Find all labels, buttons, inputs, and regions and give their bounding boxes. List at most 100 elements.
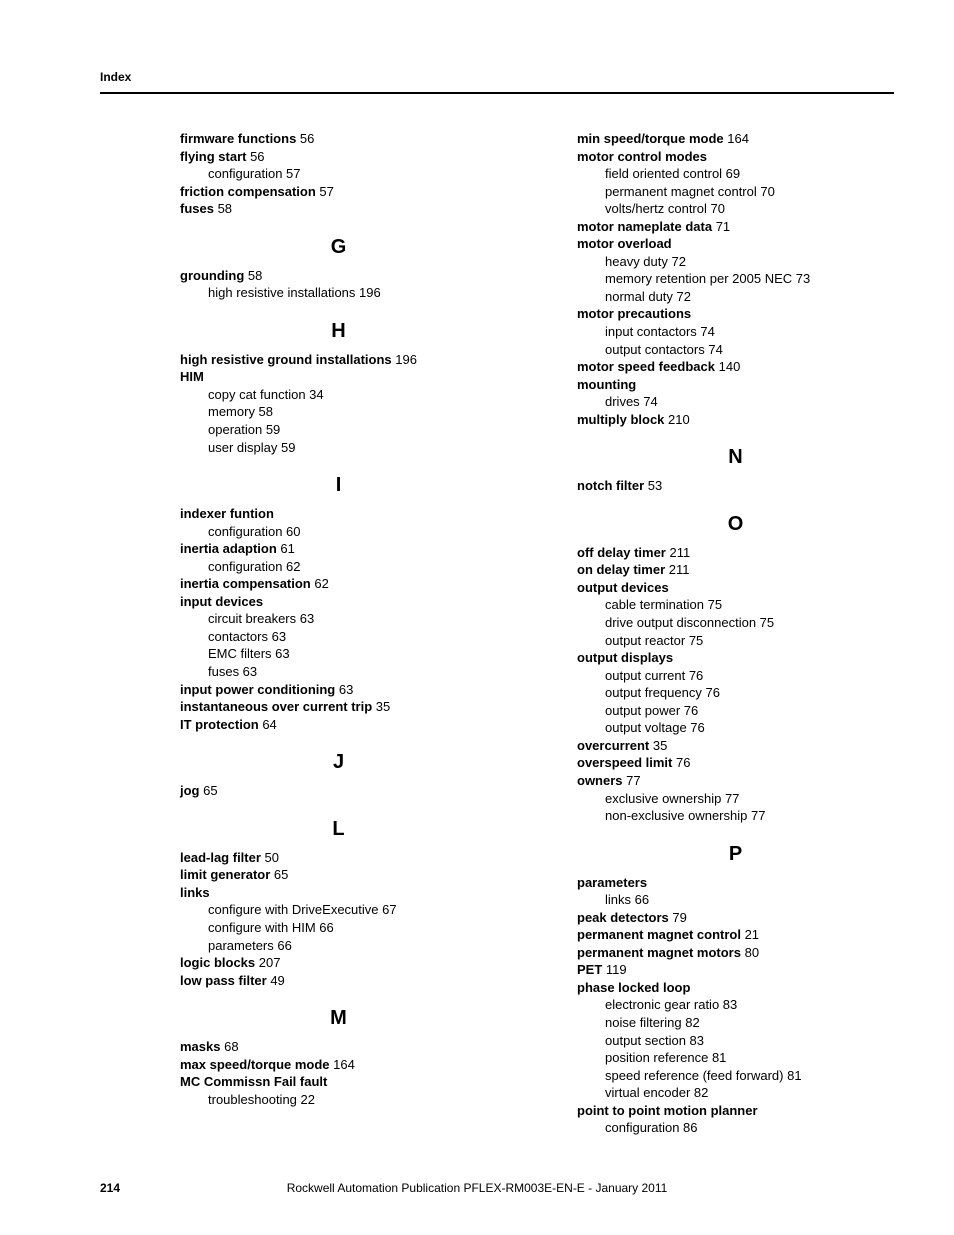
index-term: HIM	[180, 369, 204, 384]
index-term: inertia compensation	[180, 576, 311, 591]
index-term: grounding	[180, 268, 244, 283]
index-term: friction compensation	[180, 184, 316, 199]
index-subentry: output voltage 76	[577, 719, 894, 737]
index-entry: low pass filter 49	[180, 972, 497, 990]
index-columns: firmware functions 56flying start 56conf…	[100, 130, 894, 1137]
index-term: input devices	[180, 594, 263, 609]
index-entry: indexer funtion	[180, 505, 497, 523]
index-page-number: 65	[270, 867, 288, 882]
index-term: owners	[577, 773, 623, 788]
index-entry: min speed/torque mode 164	[577, 130, 894, 148]
index-entry: motor control modes	[577, 148, 894, 166]
index-page-number: 57	[316, 184, 334, 199]
index-subentry: output section 83	[577, 1032, 894, 1050]
index-term: motor overload	[577, 236, 672, 251]
left-column: firmware functions 56flying start 56conf…	[100, 130, 497, 1137]
index-entry: limit generator 65	[180, 866, 497, 884]
index-term: mounting	[577, 377, 636, 392]
index-entry: inertia compensation 62	[180, 575, 497, 593]
index-term: high resistive ground installations	[180, 352, 392, 367]
index-term: logic blocks	[180, 955, 255, 970]
page-header: Index	[100, 70, 894, 84]
section-letter: L	[180, 818, 497, 841]
index-page-number: 71	[712, 219, 730, 234]
index-entry: PET 119	[577, 961, 894, 979]
index-entry: links	[180, 884, 497, 902]
index-entry: MC Commissn Fail fault	[180, 1073, 497, 1091]
index-page-number: 62	[311, 576, 329, 591]
index-subentry: configuration 60	[180, 523, 497, 541]
index-subentry: EMC filters 63	[180, 645, 497, 663]
index-page-number: 211	[666, 545, 690, 560]
index-term: lead-lag filter	[180, 850, 261, 865]
index-term: fuses	[180, 201, 214, 216]
index-term: IT protection	[180, 717, 259, 732]
index-entry: permanent magnet motors 80	[577, 944, 894, 962]
index-page-number: 68	[220, 1039, 238, 1054]
index-entry: grounding 58	[180, 267, 497, 285]
index-subentry: configure with DriveExecutive 67	[180, 901, 497, 919]
index-subentry: contactors 63	[180, 628, 497, 646]
index-term: multiply block	[577, 412, 664, 427]
index-entry: parameters	[577, 874, 894, 892]
index-subentry: position reference 81	[577, 1049, 894, 1067]
section-letter: P	[577, 843, 894, 866]
index-entry: mounting	[577, 376, 894, 394]
index-term: firmware functions	[180, 131, 296, 146]
index-term: off delay timer	[577, 545, 666, 560]
index-entry: fuses 58	[180, 200, 497, 218]
index-entry: flying start 56	[180, 148, 497, 166]
index-entry: instantaneous over current trip 35	[180, 698, 497, 716]
index-entry: motor nameplate data 71	[577, 218, 894, 236]
index-term: output displays	[577, 650, 673, 665]
index-subentry: volts/hertz control 70	[577, 200, 894, 218]
index-subentry: output frequency 76	[577, 684, 894, 702]
index-entry: peak detectors 79	[577, 909, 894, 927]
index-entry: logic blocks 207	[180, 954, 497, 972]
index-term: motor speed feedback	[577, 359, 715, 374]
index-page-number: 77	[623, 773, 641, 788]
index-term: phase locked loop	[577, 980, 690, 995]
index-entry: lead-lag filter 50	[180, 849, 497, 867]
index-term: instantaneous over current trip	[180, 699, 372, 714]
index-subentry: configuration 86	[577, 1119, 894, 1137]
index-page-number: 61	[277, 541, 295, 556]
index-page-number: 76	[672, 755, 690, 770]
section-letter: O	[577, 513, 894, 536]
index-term: jog	[180, 783, 200, 798]
index-term: flying start	[180, 149, 246, 164]
index-entry: output displays	[577, 649, 894, 667]
index-subentry: links 66	[577, 891, 894, 909]
index-subentry: output power 76	[577, 702, 894, 720]
index-subentry: troubleshooting 22	[180, 1091, 497, 1109]
index-entry: IT protection 64	[180, 716, 497, 734]
index-entry: permanent magnet control 21	[577, 926, 894, 944]
index-subentry: operation 59	[180, 421, 497, 439]
index-page-number: 63	[335, 682, 353, 697]
index-subentry: normal duty 72	[577, 288, 894, 306]
index-page-number: 196	[392, 352, 417, 367]
footer-publication: Rockwell Automation Publication PFLEX-RM…	[287, 1181, 668, 1195]
index-subentry: memory 58	[180, 403, 497, 421]
index-entry: point to point motion planner	[577, 1102, 894, 1120]
index-page-number: 207	[255, 955, 280, 970]
index-entry: HIM	[180, 368, 497, 386]
index-entry: inertia adaption 61	[180, 540, 497, 558]
index-entry: max speed/torque mode 164	[180, 1056, 497, 1074]
index-subentry: noise filtering 82	[577, 1014, 894, 1032]
index-page-number: 140	[715, 359, 740, 374]
index-term: limit generator	[180, 867, 270, 882]
index-subentry: configure with HIM 66	[180, 919, 497, 937]
index-subentry: configuration 62	[180, 558, 497, 576]
index-entry: jog 65	[180, 782, 497, 800]
index-term: permanent magnet control	[577, 927, 741, 942]
footer-page-number: 214	[100, 1181, 120, 1195]
index-subentry: exclusive ownership 77	[577, 790, 894, 808]
index-page-number: 58	[244, 268, 262, 283]
section-letter: N	[577, 446, 894, 469]
header-rule	[100, 92, 894, 94]
index-term: output devices	[577, 580, 669, 595]
index-term: motor nameplate data	[577, 219, 712, 234]
section-letter: I	[180, 474, 497, 497]
index-page-number: 49	[267, 973, 285, 988]
